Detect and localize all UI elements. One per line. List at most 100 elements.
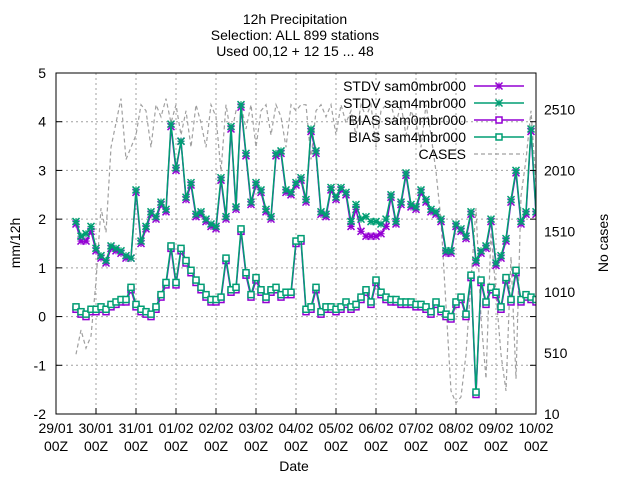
x-tick-label-hour: 00Z <box>164 438 189 454</box>
data-point <box>181 193 191 202</box>
data-point <box>477 276 485 284</box>
data-point <box>492 288 500 296</box>
data-point <box>187 266 195 275</box>
data-point <box>506 195 516 204</box>
series-line <box>75 107 536 268</box>
legend-marker <box>495 133 503 141</box>
data-point <box>132 300 140 309</box>
data-point <box>236 100 246 109</box>
data-point <box>352 300 360 309</box>
y-tick-label: 2 <box>38 211 46 227</box>
data-point <box>326 183 336 192</box>
data-point <box>197 283 205 292</box>
x-tick-label-hour: 00Z <box>484 438 509 454</box>
x-tick-label-hour: 00Z <box>324 438 349 454</box>
data-point <box>462 310 470 318</box>
data-point <box>532 295 536 304</box>
data-point <box>286 188 296 197</box>
chart-title-line-2: Selection: ALL 899 stations <box>211 27 379 43</box>
data-point <box>416 185 426 194</box>
x-tick-label-date: 03/02 <box>238 420 273 436</box>
legend-item: STDV sam0mbr000 <box>343 78 524 94</box>
data-point <box>307 303 315 311</box>
data-point <box>467 271 475 279</box>
data-point <box>342 298 350 306</box>
x-tick-label-date: 29/01 <box>38 420 73 436</box>
y-tick-label: -1 <box>34 357 47 373</box>
data-point <box>367 298 375 306</box>
data-point <box>91 244 101 253</box>
data-point <box>487 283 495 292</box>
x-tick-label-date: 31/01 <box>118 420 153 436</box>
data-point <box>182 256 190 265</box>
data-point <box>312 283 320 292</box>
legend-marker <box>494 98 504 108</box>
data-point <box>437 305 445 314</box>
data-point <box>337 303 345 311</box>
data-point <box>186 178 196 187</box>
data-point <box>172 278 180 287</box>
data-point <box>386 190 396 199</box>
legend-label: BIAS sam0mbr000 <box>349 112 467 128</box>
legend-label: BIAS sam4mbr000 <box>349 129 467 145</box>
data-point <box>196 207 206 216</box>
data-point <box>341 188 351 197</box>
data-point <box>411 202 421 211</box>
legend-item: CASES <box>419 146 524 162</box>
data-point <box>317 307 325 316</box>
data-point <box>167 242 175 250</box>
data-point <box>231 202 241 211</box>
data-point <box>141 222 151 231</box>
data-point <box>481 241 491 250</box>
data-point <box>331 193 341 202</box>
data-point <box>151 212 161 221</box>
data-point <box>241 149 251 158</box>
data-point <box>446 246 456 255</box>
data-point <box>486 215 496 224</box>
data-point <box>192 276 200 284</box>
legend-label: STDV sam4mbr000 <box>343 95 466 111</box>
y-tick-label: -2 <box>34 406 47 422</box>
data-point <box>126 254 136 263</box>
data-point <box>521 207 531 216</box>
data-point <box>511 166 521 175</box>
data-point <box>276 146 286 155</box>
data-point <box>111 244 121 253</box>
data-point <box>431 207 441 216</box>
data-point <box>232 283 240 292</box>
data-point <box>251 178 261 187</box>
series-cases <box>75 98 536 405</box>
data-point <box>507 295 515 304</box>
data-point <box>296 173 306 182</box>
data-point <box>461 232 471 241</box>
x-tick-label-date: 07/02 <box>398 420 433 436</box>
data-point <box>456 224 466 233</box>
data-point <box>457 293 465 301</box>
data-point <box>261 205 271 214</box>
data-point <box>171 163 181 173</box>
data-point <box>436 215 446 224</box>
x-tick-label-hour: 00Z <box>204 438 229 454</box>
legend-marker <box>495 116 503 124</box>
data-point <box>247 290 255 299</box>
data-point <box>161 205 171 214</box>
data-point <box>211 222 221 231</box>
y-tick-label: 3 <box>38 162 46 178</box>
series-stdv-sam0mbr000 <box>71 103 536 270</box>
legend-label: STDV sam0mbr000 <box>343 78 466 94</box>
data-point <box>71 217 81 226</box>
data-point <box>452 298 460 306</box>
data-point <box>256 185 266 194</box>
data-point <box>246 198 256 207</box>
y2-tick-label: 2010 <box>544 162 575 178</box>
data-point <box>381 215 391 224</box>
data-point <box>357 293 365 301</box>
chart-title-line-3: Used 00,12 + 12 15 ... 48 <box>216 43 374 59</box>
data-point <box>377 288 385 296</box>
data-point <box>252 273 260 282</box>
tick-layer: -2-101234510510101015102010251029/0100Z3… <box>34 65 576 454</box>
data-point <box>391 217 401 226</box>
y-tick-label: 0 <box>38 309 46 325</box>
data-point <box>152 303 160 311</box>
